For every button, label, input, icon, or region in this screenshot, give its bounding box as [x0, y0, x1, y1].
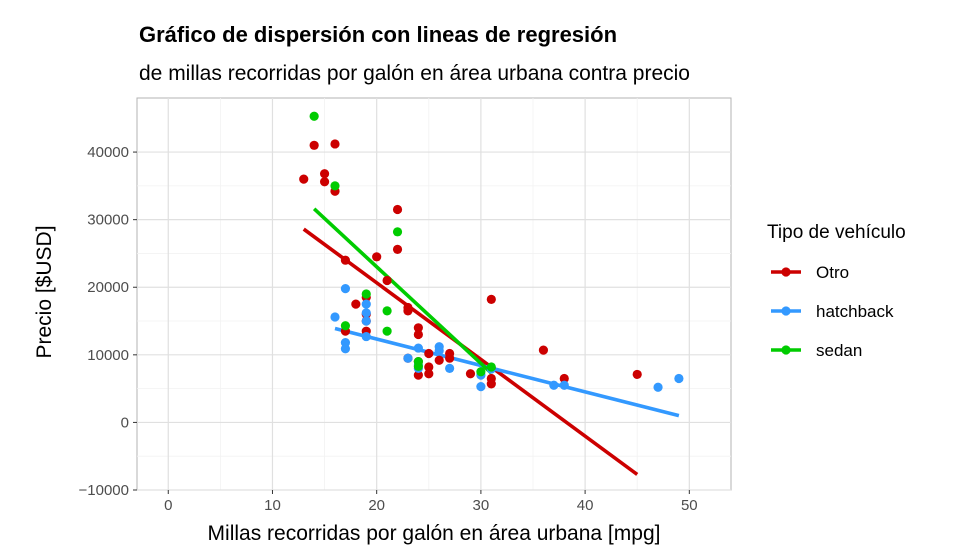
point-hatchback	[361, 299, 371, 309]
x-axis-title: Millas recorridas por galón en área urba…	[208, 522, 661, 545]
x-tick-label: 30	[473, 497, 490, 514]
regression-lines	[302, 207, 680, 476]
legend: Tipo de vehículo Otro hatchback sedan	[767, 222, 906, 360]
point-otro	[299, 174, 309, 184]
point-otro	[319, 177, 330, 187]
point-hatchback	[653, 382, 663, 392]
point-hatchback	[403, 353, 413, 363]
point-otro	[340, 255, 351, 265]
x-tick-label: 50	[681, 497, 698, 514]
regression-line-sedan	[312, 207, 493, 375]
point-otro	[382, 275, 392, 286]
point-hatchback	[445, 363, 455, 373]
x-tick-label: 10	[264, 497, 281, 514]
point-otro	[434, 355, 444, 365]
point-hatchback	[559, 380, 569, 390]
y-tick-label: 20000	[87, 279, 129, 296]
point-otro	[424, 369, 434, 379]
x-tick-label: 40	[577, 497, 594, 514]
point-otro	[465, 369, 476, 379]
point-otro	[424, 348, 434, 359]
point-otro	[351, 299, 361, 309]
chart-subtitle: de millas recorridas por galón en área u…	[139, 62, 690, 85]
point-hatchback	[549, 380, 559, 390]
point-sedan	[486, 362, 496, 372]
point-otro	[319, 169, 330, 179]
point-otro	[309, 140, 319, 150]
point-sedan	[413, 361, 423, 371]
point-otro	[445, 353, 455, 363]
plot-panel	[136, 97, 732, 491]
legend-point-sedan	[781, 345, 791, 355]
point-sedan	[382, 306, 392, 316]
point-sedan	[330, 181, 340, 191]
point-hatchback	[674, 373, 684, 384]
legend-label-otro: Otro	[816, 263, 849, 282]
x-axis-ticks: 0 10 20 30 40 50	[164, 490, 698, 514]
point-otro	[538, 345, 549, 355]
point-hatchback	[340, 344, 351, 354]
data-points	[299, 111, 684, 392]
point-sedan	[382, 326, 392, 336]
point-sedan	[340, 321, 351, 331]
point-sedan	[361, 289, 371, 299]
legend-title: Tipo de vehículo	[767, 222, 906, 243]
point-hatchback	[434, 346, 444, 356]
y-tick-label: 40000	[87, 144, 129, 161]
point-otro	[413, 323, 423, 333]
point-hatchback	[361, 316, 371, 326]
point-otro	[392, 204, 403, 215]
y-tick-label: 0	[121, 414, 129, 431]
point-otro	[330, 139, 340, 149]
point-otro	[559, 373, 569, 384]
chart-title: Gráfico de dispersión con lineas de regr…	[139, 22, 617, 47]
point-hatchback	[361, 308, 371, 318]
point-sedan	[309, 111, 319, 121]
y-tick-label: 30000	[87, 212, 129, 229]
legend-point-otro	[781, 267, 791, 277]
point-otro	[632, 369, 642, 380]
point-hatchback	[476, 381, 486, 392]
y-tick-label: 10000	[87, 347, 129, 364]
legend-label-sedan: sedan	[816, 341, 862, 360]
y-tick-label: −10000	[79, 482, 129, 499]
point-hatchback	[330, 312, 340, 322]
point-otro	[413, 329, 423, 340]
point-sedan	[392, 227, 403, 237]
regression-line-hatchback	[334, 326, 680, 418]
point-otro	[403, 306, 413, 316]
point-hatchback	[413, 343, 423, 353]
point-otro	[486, 379, 496, 389]
legend-point-hatchback	[781, 306, 791, 316]
point-otro	[424, 362, 434, 372]
point-otro	[392, 244, 403, 254]
point-hatchback	[361, 331, 371, 342]
point-otro	[486, 294, 496, 305]
gridlines	[137, 98, 731, 491]
point-hatchback	[340, 283, 351, 294]
x-tick-label: 0	[164, 497, 172, 514]
y-axis-ticks: −10000 0 10000 20000 30000 40000	[79, 144, 137, 499]
point-otro	[372, 252, 382, 262]
point-sedan	[476, 367, 486, 377]
y-axis-title: Precio [$USD]	[33, 225, 56, 358]
point-otro	[413, 370, 423, 380]
x-tick-label: 20	[368, 497, 385, 514]
legend-label-hatchback: hatchback	[816, 302, 894, 321]
